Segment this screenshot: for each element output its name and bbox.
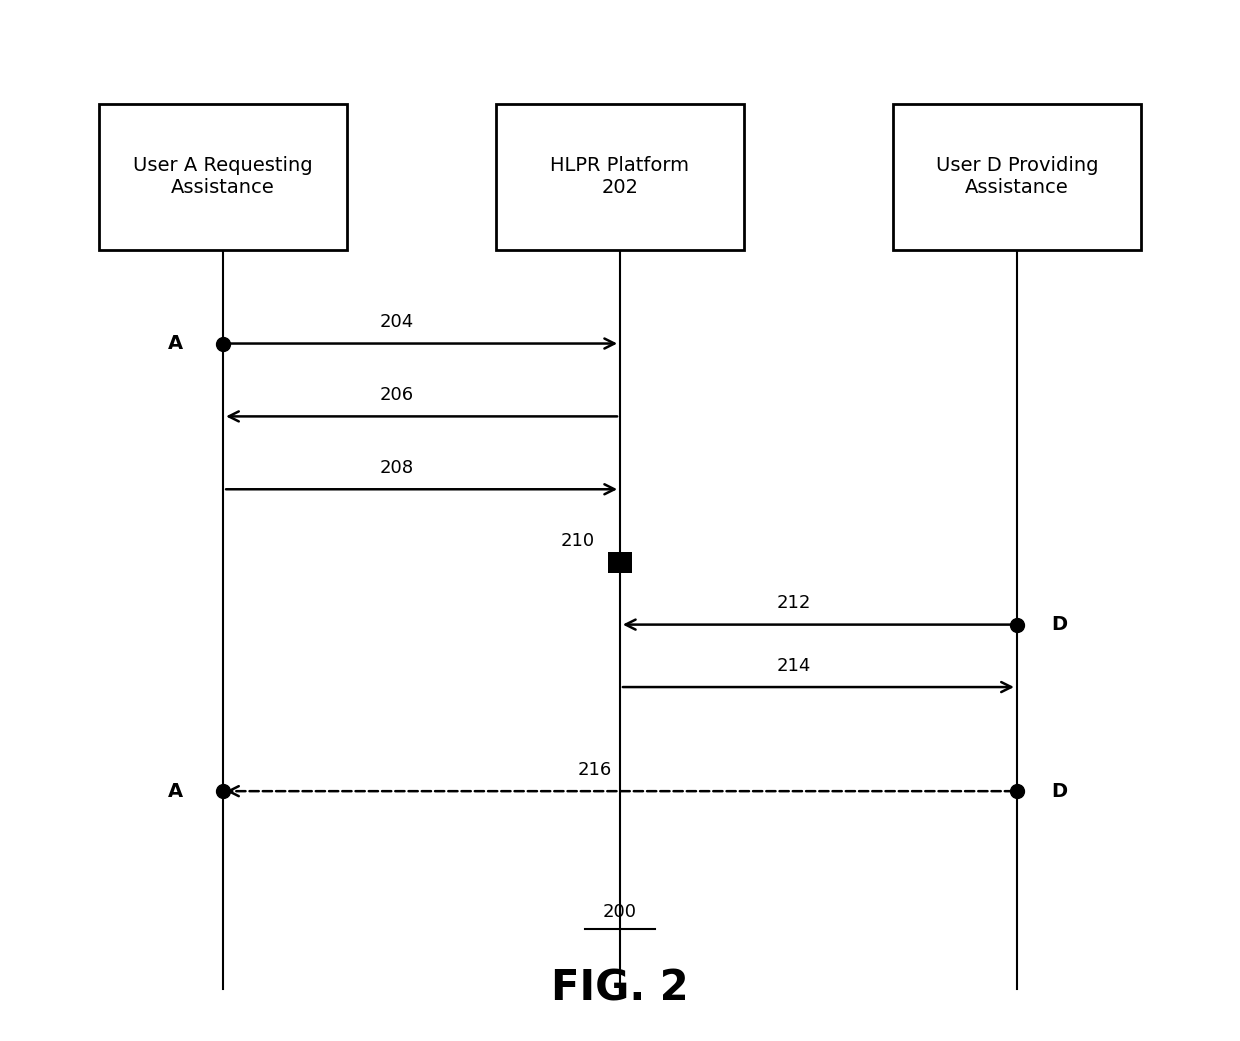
Text: D: D <box>1052 782 1068 801</box>
Bar <box>608 552 632 573</box>
Bar <box>99 104 347 250</box>
Text: 200: 200 <box>603 904 637 921</box>
Text: 210: 210 <box>560 532 595 550</box>
Text: 214: 214 <box>776 657 811 675</box>
Text: User D Providing
Assistance: User D Providing Assistance <box>935 156 1099 198</box>
Text: A: A <box>169 334 184 353</box>
Text: 206: 206 <box>379 386 414 404</box>
Text: HLPR Platform
202: HLPR Platform 202 <box>551 156 689 198</box>
Text: A: A <box>169 782 184 801</box>
Text: User A Requesting
Assistance: User A Requesting Assistance <box>134 156 312 198</box>
Text: 204: 204 <box>379 313 414 331</box>
Bar <box>893 104 1141 250</box>
Text: D: D <box>1052 615 1068 634</box>
Text: 208: 208 <box>379 459 414 477</box>
Text: 216: 216 <box>578 761 613 779</box>
Bar <box>496 104 744 250</box>
Text: 212: 212 <box>776 594 811 612</box>
Text: FIG. 2: FIG. 2 <box>552 968 688 1010</box>
